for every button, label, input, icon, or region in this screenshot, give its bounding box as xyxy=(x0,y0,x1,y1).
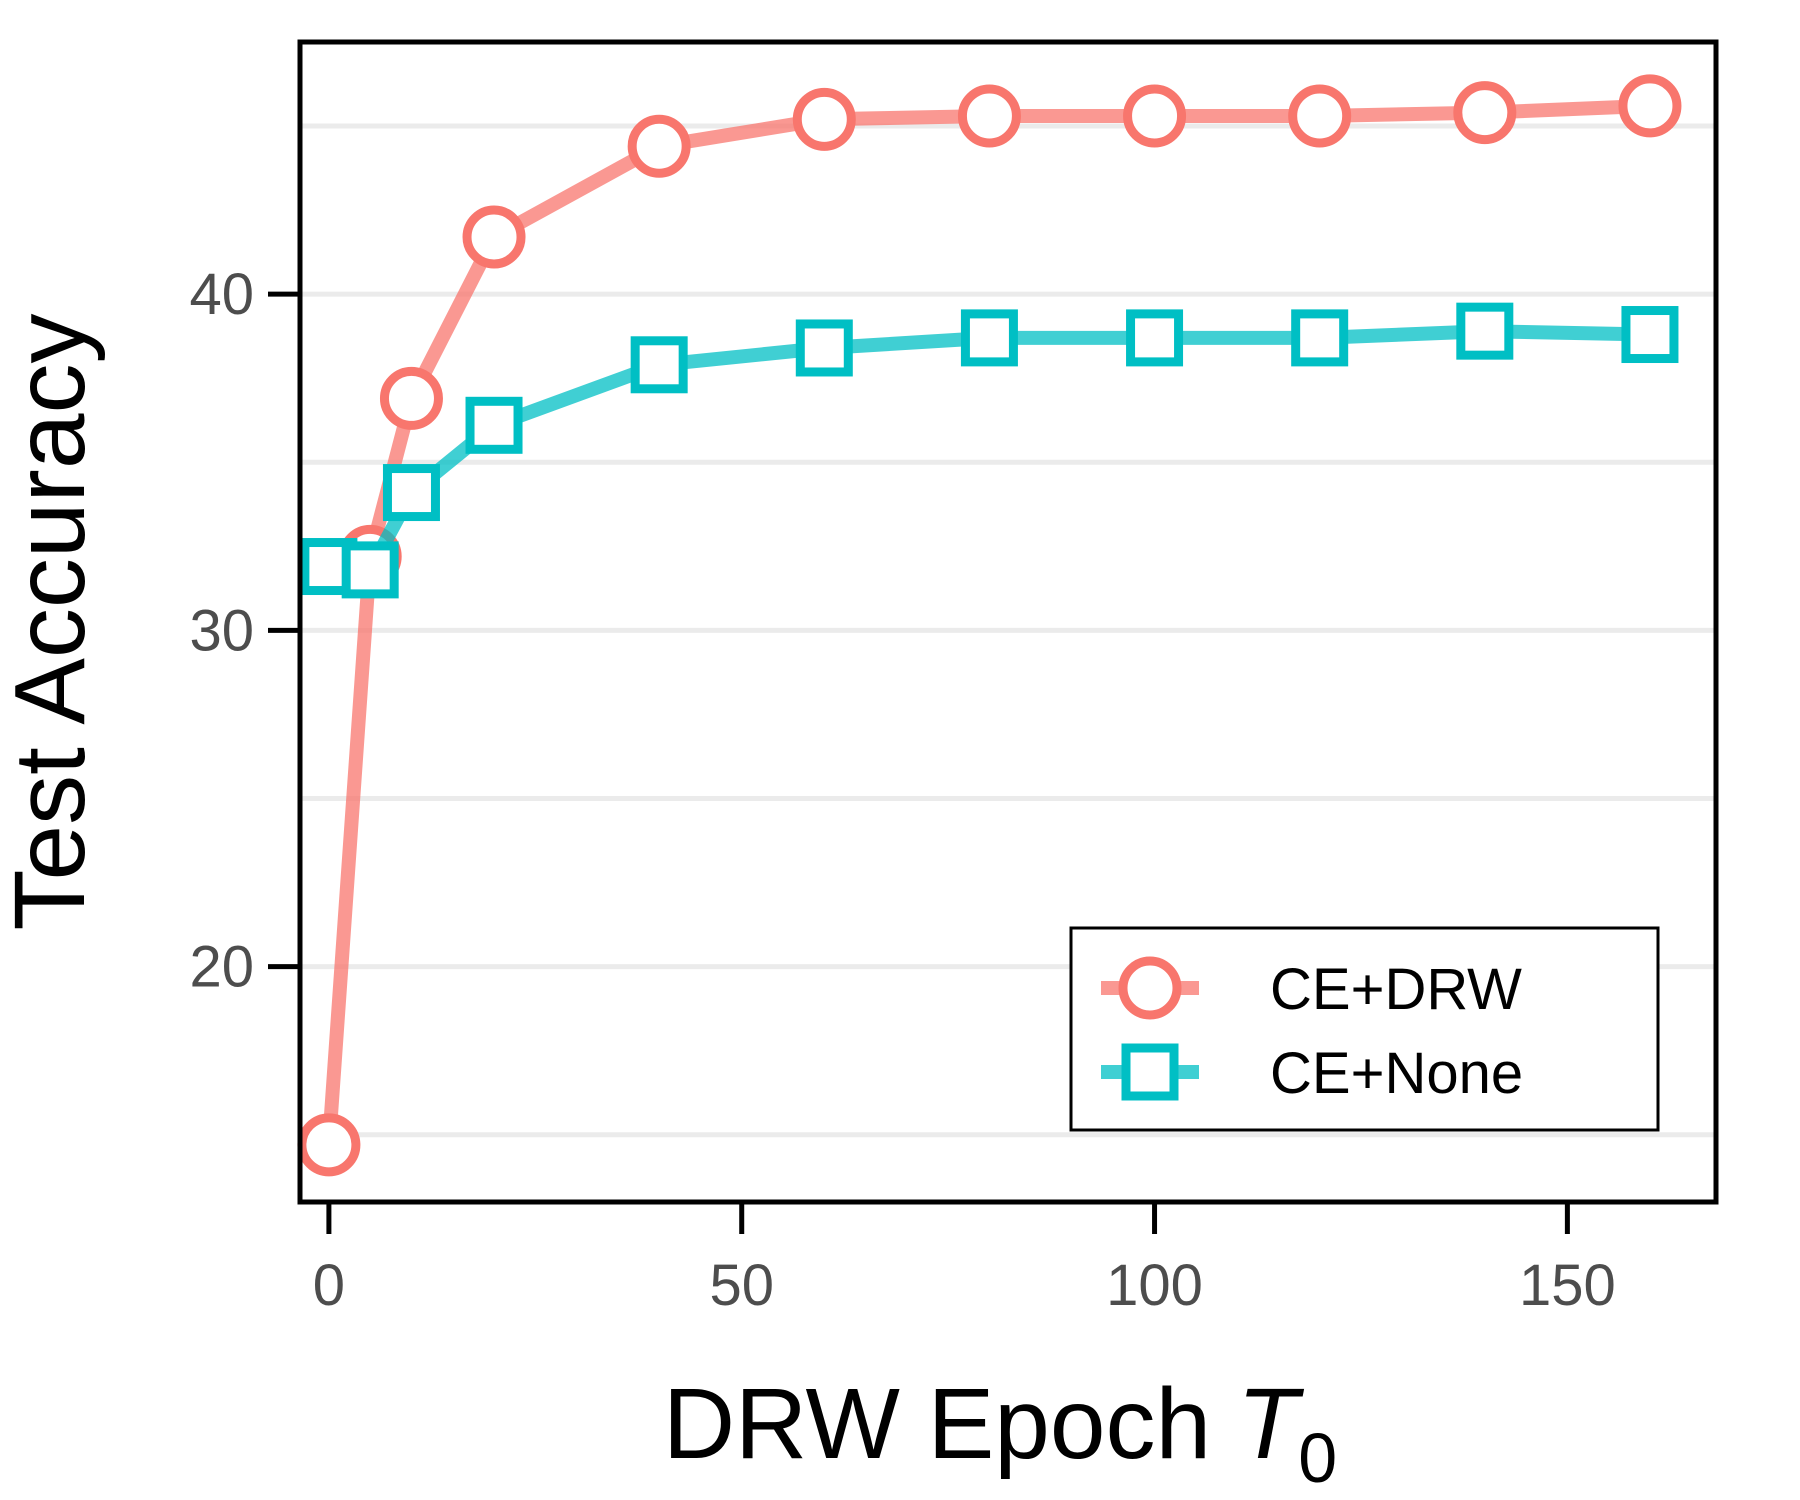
data-point-ce-none-60 xyxy=(795,319,853,377)
data-point-ce-drw-0 xyxy=(297,1113,361,1177)
data-point-ce-drw-20 xyxy=(462,205,526,269)
x-axis-title: DRW Epoch T0 xyxy=(663,1368,1337,1497)
y-tick-label-30: 30 xyxy=(189,598,254,663)
legend: CE+DRW CE+None xyxy=(1069,926,1660,1132)
data-point-ce-drw-80 xyxy=(957,84,1021,148)
gridlines xyxy=(300,123,1716,1138)
data-point-ce-drw-140 xyxy=(1453,81,1517,145)
x-tick-label-0: 0 xyxy=(313,1253,345,1318)
data-point-ce-none-80 xyxy=(960,309,1018,367)
data-point-ce-drw-40 xyxy=(627,114,691,178)
data-point-ce-none-100 xyxy=(1126,309,1184,367)
x-tick-label-150: 150 xyxy=(1519,1253,1616,1318)
axes: 20 30 40 0 50 100 150 xyxy=(189,262,1615,1318)
data-point-ce-none-140 xyxy=(1456,302,1514,360)
y-tick-label-40: 40 xyxy=(189,262,254,327)
plot-panel-border xyxy=(297,39,1719,1205)
data-point-ce-drw-160 xyxy=(1618,74,1682,138)
x-axis-title-text: DRW Epoch xyxy=(663,1368,1211,1480)
data-point-ce-none-160 xyxy=(1621,306,1679,364)
legend-marker-square xyxy=(1121,1043,1179,1101)
legend-label-ce-drw: CE+DRW xyxy=(1270,957,1522,1022)
data-point-ce-drw-60 xyxy=(792,87,856,151)
data-point-ce-none-20 xyxy=(465,396,523,454)
x-axis-title-subscript: 0 xyxy=(1298,1419,1337,1497)
legend-item-ce-none: CE+None xyxy=(1101,1041,1523,1106)
y-tick-label-20: 20 xyxy=(189,935,254,1000)
legend-marker-circle xyxy=(1118,956,1182,1020)
data-point-ce-drw-10 xyxy=(379,366,443,430)
data-point-ce-none-120 xyxy=(1291,309,1349,367)
y-axis-title: Test Accuracy xyxy=(0,314,106,931)
series-layer xyxy=(297,74,1682,1177)
legend-label-ce-none: CE+None xyxy=(1270,1041,1523,1106)
x-axis-title-symbol: T xyxy=(1237,1368,1304,1480)
data-point-ce-none-5 xyxy=(341,541,399,599)
data-point-ce-drw-100 xyxy=(1123,84,1187,148)
data-point-ce-none-10 xyxy=(382,464,440,522)
legend-item-ce-drw: CE+DRW xyxy=(1101,956,1522,1022)
x-tick-label-50: 50 xyxy=(709,1253,774,1318)
data-point-ce-none-40 xyxy=(630,336,688,394)
data-point-ce-drw-120 xyxy=(1288,84,1352,148)
x-tick-label-100: 100 xyxy=(1106,1253,1203,1318)
